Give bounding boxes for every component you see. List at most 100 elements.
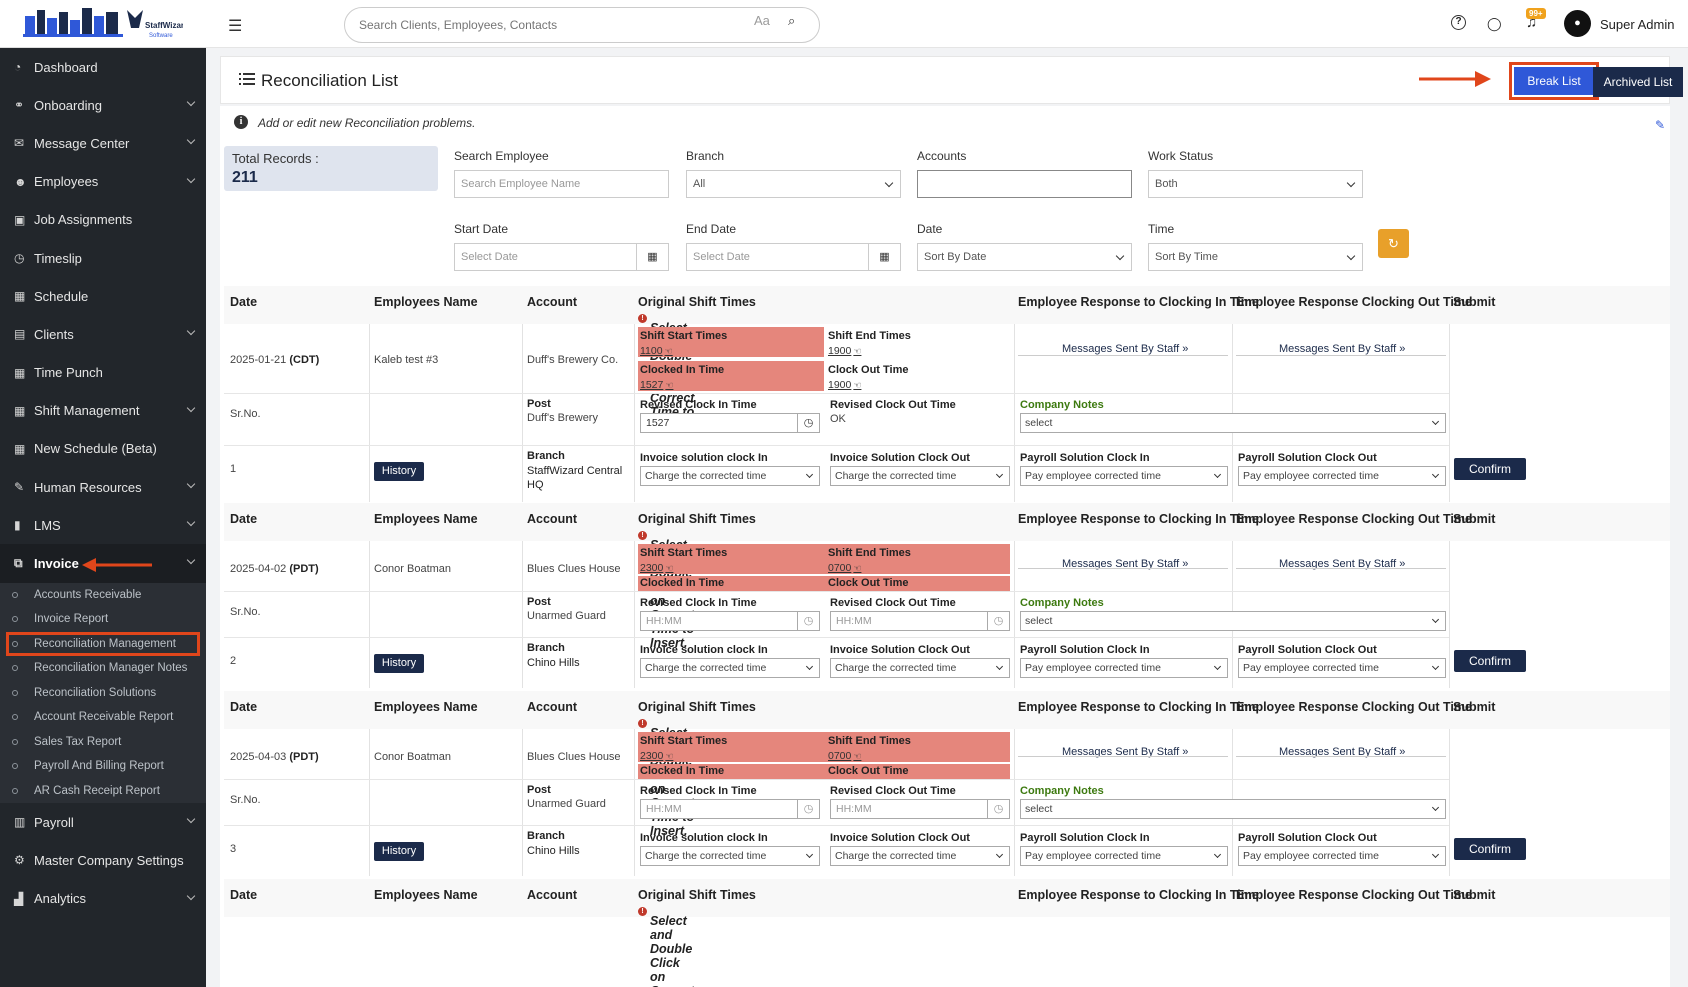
shift-end-time[interactable]: 1900	[828, 345, 852, 357]
payroll-in-select[interactable]: Pay employee corrected time	[1020, 466, 1228, 486]
clock-out-value[interactable]: 1900 ☜	[828, 379, 861, 391]
confirm-button[interactable]: Confirm	[1454, 650, 1526, 672]
search-employee-input[interactable]: Search Employee Name	[454, 170, 669, 198]
search-icon[interactable]: ⌕	[788, 13, 796, 28]
sidebar-item-message-center[interactable]: ✉ Message Center	[0, 124, 206, 162]
sidebar-subitem-accounts-receivable[interactable]: Accounts Receivable	[0, 583, 206, 608]
sidebar-subitem-account-receivable-report[interactable]: Account Receivable Report	[0, 705, 206, 730]
clock-times-cell[interactable]: Clocked In Time Clock Out Time	[638, 576, 1010, 591]
clocked-in-cell[interactable]: Clocked In Time 1527 ☜	[638, 361, 824, 391]
sidebar-item-timeslip[interactable]: ◷ Timeslip	[0, 239, 206, 277]
shift-start-cell[interactable]: Shift Start Times 1100 ☜	[638, 327, 824, 357]
sidebar-subitem-invoice-report[interactable]: Invoice Report	[0, 607, 206, 632]
confirm-button[interactable]: Confirm	[1454, 458, 1526, 480]
shift-start-value[interactable]: 2300 ☜	[640, 750, 673, 762]
sidebar-item-job-assignments[interactable]: ▣ Job Assignments	[0, 201, 206, 239]
edit-icon[interactable]: ✎	[1655, 118, 1666, 132]
sidebar-item-new-schedule-beta[interactable]: ▦ New Schedule (Beta)	[0, 430, 206, 468]
shift-end-cell[interactable]: Shift End Times 1900 ☜	[826, 327, 1012, 357]
messages-in-link[interactable]: Messages Sent By Staff »	[1062, 746, 1188, 758]
clocked-in-time[interactable]: 1527	[640, 379, 664, 391]
sidebar-item-payroll[interactable]: ▥ Payroll	[0, 803, 206, 841]
shift-start-time[interactable]: 2300	[640, 562, 664, 574]
sidebar-item-time-punch[interactable]: ▦ Time Punch	[0, 354, 206, 392]
time-sort-select[interactable]: Sort By Time	[1148, 243, 1363, 271]
shift-end-value[interactable]: 0700 ☜	[828, 562, 861, 574]
bell-icon[interactable]: ♫	[1526, 14, 1538, 31]
sidebar-item-analytics[interactable]: ▟ Analytics	[0, 880, 206, 918]
avatar[interactable]: ●	[1564, 10, 1591, 37]
history-button[interactable]: History	[374, 654, 424, 673]
history-button[interactable]: History	[374, 462, 424, 481]
sidebar-subitem-sales-tax-report[interactable]: Sales Tax Report	[0, 730, 206, 755]
user-name[interactable]: Super Admin	[1600, 17, 1675, 32]
invoice-in-select[interactable]: Charge the corrected time	[640, 846, 820, 866]
clock-icon[interactable]: ◷	[797, 800, 819, 818]
date-sort-select[interactable]: Sort By Date	[917, 243, 1132, 271]
messages-in-link[interactable]: Messages Sent By Staff »	[1062, 343, 1188, 355]
work-status-select[interactable]: Both	[1148, 170, 1363, 198]
company-notes-select[interactable]: select	[1020, 799, 1446, 819]
clock-icon[interactable]: ◷	[797, 612, 819, 630]
clock-times-cell[interactable]: Clocked In Time Clock Out Time	[638, 764, 1010, 779]
company-notes-select[interactable]: select	[1020, 413, 1446, 433]
invoice-out-select[interactable]: Charge the corrected time	[830, 658, 1010, 678]
staffwizard-logo[interactable]: StaffWizard Software	[0, 0, 206, 48]
accounts-input[interactable]	[917, 170, 1132, 198]
revised-in-input[interactable]: HH:MM ◷	[640, 799, 820, 819]
revised-in-input[interactable]: 1527 ◷	[640, 413, 820, 433]
messages-out-link[interactable]: Messages Sent By Staff »	[1279, 746, 1405, 758]
revised-in-input[interactable]: HH:MM ◷	[640, 611, 820, 631]
clock-icon[interactable]: ◷	[797, 414, 819, 432]
invoice-out-select[interactable]: Charge the corrected time	[830, 466, 1010, 486]
sidebar-item-master-company-settings[interactable]: ⚙ Master Company Settings	[0, 841, 206, 879]
clock-out-cell[interactable]: Clock Out Time 1900 ☜	[826, 361, 1012, 391]
messages-out-link[interactable]: Messages Sent By Staff »	[1279, 558, 1405, 570]
shift-start-time[interactable]: 1100	[640, 345, 663, 357]
end-date-input[interactable]: Select Date ▦	[686, 243, 901, 271]
global-search-input[interactable]	[344, 7, 820, 43]
sidebar-subitem-payroll-and-billing-report[interactable]: Payroll And Billing Report	[0, 754, 206, 779]
start-date-input[interactable]: Select Date ▦	[454, 243, 669, 271]
branch-select[interactable]: All	[686, 170, 901, 198]
sidebar-item-shift-management[interactable]: ▦ Shift Management	[0, 392, 206, 430]
clock-out-time[interactable]: 1900	[828, 379, 852, 391]
shift-start-value[interactable]: 2300 ☜	[640, 562, 673, 574]
company-notes-select[interactable]: select	[1020, 611, 1446, 631]
sidebar-item-dashboard[interactable]: ◔ Dashboard	[0, 48, 206, 86]
sidebar-subitem-reconciliation-management[interactable]: Reconciliation Management	[6, 631, 200, 657]
clock-icon[interactable]: ◷	[987, 800, 1009, 818]
payroll-out-select[interactable]: Pay employee corrected time	[1238, 466, 1446, 486]
sidebar-subitem-reconciliation-solutions[interactable]: Reconciliation Solutions	[0, 681, 206, 706]
payroll-out-select[interactable]: Pay employee corrected time	[1238, 658, 1446, 678]
revised-out-input[interactable]: HH:MM ◷	[830, 611, 1010, 631]
messages-out-link[interactable]: Messages Sent By Staff »	[1279, 343, 1405, 355]
shift-start-time[interactable]: 2300	[640, 750, 664, 762]
invoice-in-select[interactable]: Charge the corrected time	[640, 658, 820, 678]
menu-toggle-icon[interactable]: ☰	[228, 18, 243, 35]
confirm-button[interactable]: Confirm	[1454, 838, 1526, 860]
shift-start-value[interactable]: 1100 ☜	[640, 345, 673, 357]
refresh-button[interactable]: ↻	[1378, 229, 1409, 258]
shift-end-value[interactable]: 1900 ☜	[828, 345, 861, 357]
sidebar-subitem-reconciliation-manager-notes[interactable]: Reconciliation Manager Notes	[0, 656, 206, 681]
sidebar-item-employees[interactable]: ☻ Employees	[0, 163, 206, 201]
invoice-in-select[interactable]: Charge the corrected time	[640, 466, 820, 486]
shift-end-value[interactable]: 0700 ☜	[828, 750, 861, 762]
payroll-in-select[interactable]: Pay employee corrected time	[1020, 846, 1228, 866]
payroll-in-select[interactable]: Pay employee corrected time	[1020, 658, 1228, 678]
calendar-icon[interactable]: ▦	[636, 244, 668, 270]
messages-in-link[interactable]: Messages Sent By Staff »	[1062, 558, 1188, 570]
history-button[interactable]: History	[374, 842, 424, 861]
shift-end-time[interactable]: 0700	[828, 562, 852, 574]
sidebar-item-lms[interactable]: ▮ LMS	[0, 506, 206, 544]
shift-end-time[interactable]: 0700	[828, 750, 852, 762]
sidebar-item-onboarding[interactable]: ⚭ Onboarding	[0, 86, 206, 124]
font-size-icon[interactable]: Aa	[754, 13, 770, 28]
help-icon[interactable]: ?	[1451, 15, 1466, 30]
sidebar-subitem-ar-cash-receipt-report[interactable]: AR Cash Receipt Report	[0, 779, 206, 804]
clock-icon[interactable]: ◷	[987, 612, 1009, 630]
payroll-out-select[interactable]: Pay employee corrected time	[1238, 846, 1446, 866]
revised-out-input[interactable]: HH:MM ◷	[830, 799, 1010, 819]
sidebar-item-clients[interactable]: ▤ Clients	[0, 315, 206, 353]
